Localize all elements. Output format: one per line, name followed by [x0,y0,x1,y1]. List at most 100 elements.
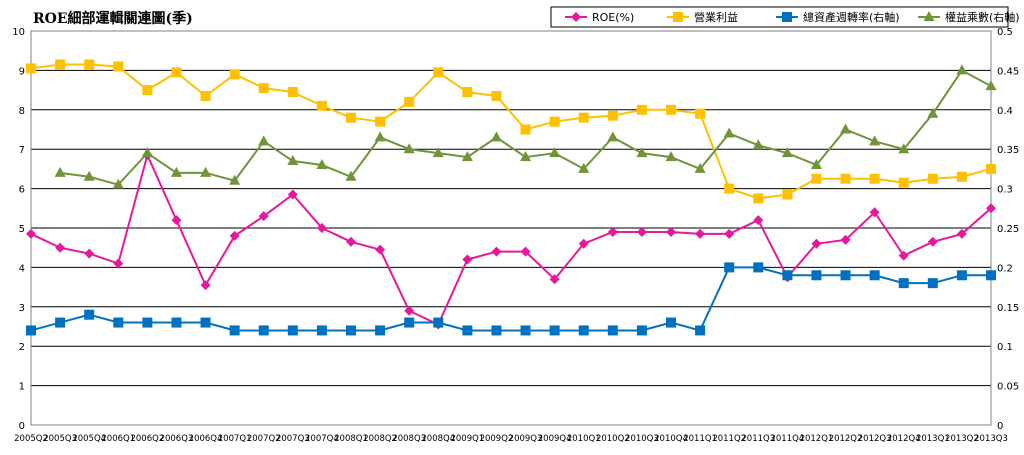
data-point [781,147,793,158]
data-point [375,244,386,255]
x-tick-label: 2012Q3 [858,434,892,444]
data-point [956,270,967,281]
data-point [636,104,647,115]
x-tick-label: 2013Q1 [916,434,950,444]
data-point [113,258,124,269]
data-point [753,215,764,226]
legend-marker [782,12,792,22]
data-point [869,173,880,184]
data-point [607,131,619,142]
right-tick-label: 0.2 [997,263,1013,274]
data-point [695,325,706,336]
right-tick-label: 0.25 [997,224,1019,235]
data-point [869,135,881,146]
data-point [520,151,532,162]
data-point [404,305,415,316]
right-tick-label: 0.15 [997,303,1019,314]
x-tick-label: 2009Q1 [450,434,484,444]
data-point [170,166,182,177]
data-point [898,250,909,261]
data-point [927,236,938,247]
data-point [607,226,618,237]
x-tick-label: 2011Q2 [712,434,746,444]
data-point [229,325,240,336]
legend-item: ROE(%) [565,11,634,24]
data-point [956,64,968,75]
legend-item: 權益乘數(右軸) [918,10,1020,24]
data-point [840,270,851,281]
data-point [810,158,822,169]
data-point [695,228,706,239]
data-point [26,63,36,74]
x-tick-label: 2010Q4 [654,434,688,444]
x-tick-label: 2007Q3 [276,434,310,444]
data-point [287,189,298,200]
series-line [30,152,992,326]
data-point [55,59,66,70]
data-point [433,67,444,78]
data-point [375,116,386,127]
data-point [985,80,997,91]
x-tick-label: 2011Q1 [683,434,717,444]
data-point [432,147,444,158]
left-tick-label: 6 [19,185,25,196]
data-point [549,116,560,127]
x-tick-label: 2012Q1 [800,434,834,444]
data-point [724,262,735,273]
x-tick-label: 2005Q4 [72,434,106,444]
right-tick-label: 0.05 [997,382,1019,393]
data-point [229,69,240,80]
legend-marker [923,11,935,21]
series-1 [26,59,996,204]
legend-label: 總資產週轉率(右軸) [803,10,900,24]
data-point [287,155,299,166]
data-point [84,59,95,70]
data-point [316,158,328,169]
data-point [986,270,996,281]
series-2 [26,262,996,336]
data-point [927,278,938,289]
left-tick-label: 0 [19,421,25,432]
legend: ROE(%) 營業利益 總資產週轉率(右軸) 權益乘數(右軸) [550,6,1020,28]
data-point [142,85,153,96]
left-tick-label: 5 [19,224,25,235]
data-point [375,325,386,336]
series-line [30,266,991,332]
data-point [200,280,211,291]
data-point [26,325,36,336]
data-point [666,226,676,237]
x-tick-label: 2006Q2 [130,434,164,444]
x-tick-label: 2008Q2 [363,434,397,444]
data-point [142,317,153,328]
data-point [113,317,124,328]
x-tick-label: 2012Q4 [887,434,921,444]
legend-marker [673,12,683,22]
data-point [229,174,241,185]
data-point [433,317,444,328]
left-tick-label: 9 [19,66,25,77]
data-point [258,135,270,146]
right-tick-label: 0.4 [997,106,1013,117]
data-point [491,246,502,257]
data-point [607,325,618,336]
legend-item: 總資產週轉率(右軸) [776,10,900,24]
data-point [113,61,124,72]
x-tick-label: 2008Q3 [392,434,426,444]
data-point [578,325,589,336]
x-tick-label: 2009Q3 [509,434,543,444]
data-point [811,270,822,281]
series-line [30,63,992,200]
x-tick-label: 2006Q3 [160,434,194,444]
data-point [956,228,967,239]
x-tick-label: 2013Q2 [945,434,979,444]
x-axis-ticks: 2005Q22005Q32005Q42006Q12006Q22006Q32006… [14,434,1008,444]
data-point [986,163,996,174]
x-tick-label: 2006Q1 [101,434,135,444]
left-tick-label: 10 [12,27,25,38]
data-point [927,173,938,184]
data-point [26,228,36,239]
data-point [578,112,589,123]
data-point [287,87,298,98]
data-point [83,170,95,181]
data-point [84,309,95,320]
